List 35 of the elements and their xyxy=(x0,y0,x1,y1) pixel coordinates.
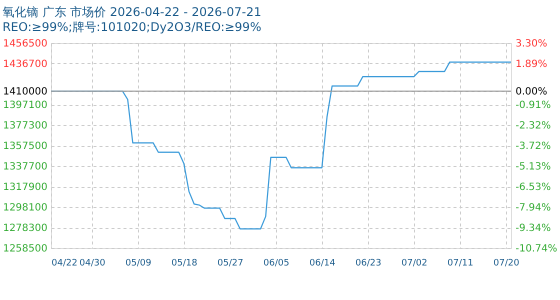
x-tick-label: 05/27 xyxy=(217,258,244,268)
y-tick-label: 1278300 xyxy=(2,223,48,234)
x-tick-label: 04/22 xyxy=(52,258,78,268)
y-tick-label: 1436700 xyxy=(2,59,48,70)
x-tick-label: 06/05 xyxy=(263,258,290,268)
y2-tick-label: -3.72% xyxy=(516,141,551,152)
y2-tick-label: 0.00% xyxy=(516,86,548,98)
x-tick-label: 05/09 xyxy=(125,258,152,268)
y2-tick-label: -9.34% xyxy=(516,223,551,234)
y-tick-label: 1410000 xyxy=(2,86,48,98)
x-tick-label: 07/20 xyxy=(493,258,520,268)
x-tick-label: 06/23 xyxy=(355,258,382,268)
y-tick-label: 1317900 xyxy=(2,182,48,193)
x-tick-label: 05/18 xyxy=(171,258,198,268)
chart-subtitle: REO:≥99%;牌号:101020;Dy2O3/REO:≥99% xyxy=(2,20,262,34)
y-tick-label: 1456500 xyxy=(2,38,48,50)
y2-tick-label: -5.13% xyxy=(516,162,551,173)
y2-tick-label: -6.53% xyxy=(516,182,551,194)
chart-title: 氧化镝 广东 市场价 2026-04-22 - 2026-07-21 xyxy=(2,5,262,19)
y2-tick-label: -2.32% xyxy=(516,120,551,132)
y2-tick-label: -10.74% xyxy=(516,244,558,254)
y2-tick-label: 3.30% xyxy=(516,38,548,50)
y2-tick-label: -0.91% xyxy=(516,100,551,111)
y2-tick-label: -7.94% xyxy=(516,202,551,214)
x-tick-label: 04/30 xyxy=(79,258,106,268)
x-tick-label: 06/14 xyxy=(309,258,336,268)
y-tick-label: 1337700 xyxy=(2,162,48,172)
y-tick-label: 1258500 xyxy=(2,244,48,254)
y2-tick-label: 1.89% xyxy=(516,59,548,70)
y-tick-label: 1397100 xyxy=(2,100,48,111)
x-tick-label: 07/02 xyxy=(401,258,428,268)
x-tick-label: 07/11 xyxy=(447,258,474,268)
y-tick-label: 1377300 xyxy=(2,120,48,132)
y-tick-label: 1357500 xyxy=(2,141,48,152)
y-tick-label: 1298100 xyxy=(2,202,48,214)
